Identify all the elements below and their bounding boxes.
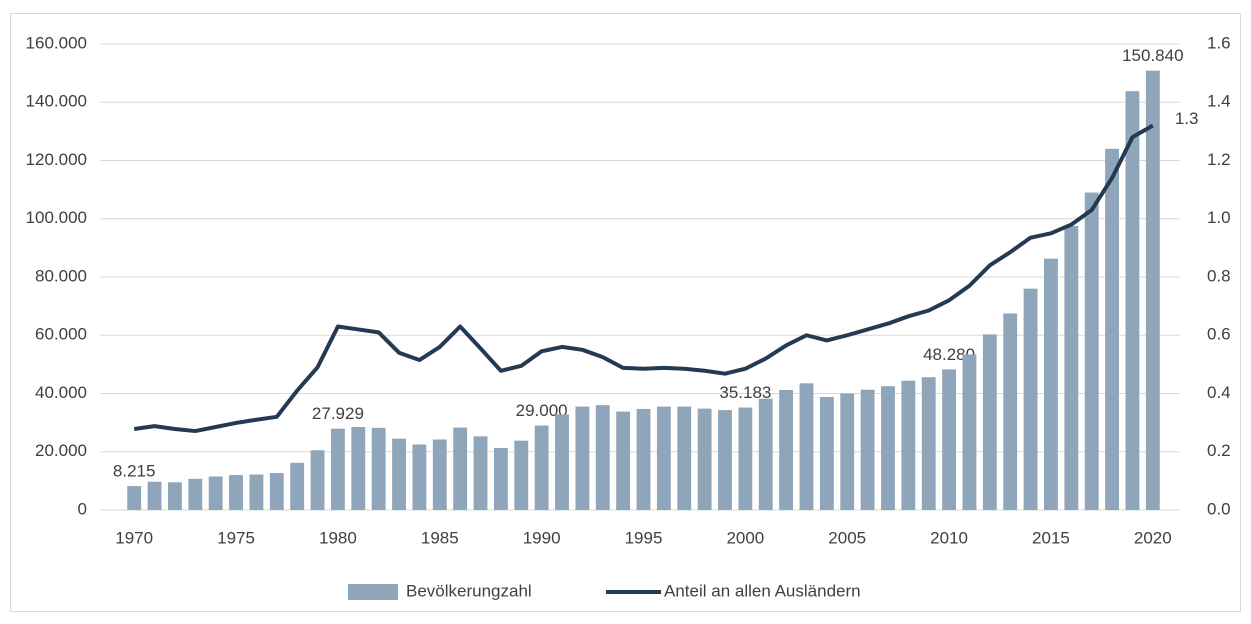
bar	[595, 405, 610, 510]
data-label: 48.280	[923, 345, 975, 364]
x-tick-label: 2005	[828, 528, 866, 547]
bar	[412, 444, 427, 510]
bar	[860, 389, 875, 510]
bar	[168, 482, 182, 510]
bar	[514, 440, 529, 510]
data-label: 35.183	[719, 383, 771, 402]
legend-swatch	[348, 584, 398, 600]
y-tick-label: 140.000	[26, 92, 87, 111]
x-tick-label: 2010	[930, 528, 968, 547]
bar	[718, 410, 732, 510]
x-tick-label: 1995	[625, 528, 663, 547]
bar	[819, 396, 834, 510]
y2-tick-label: 0.6	[1207, 325, 1231, 344]
x-tick-label: 1970	[115, 528, 153, 547]
bar	[881, 386, 895, 510]
bar	[290, 462, 305, 510]
y2-tick-label: 0.2	[1207, 441, 1231, 460]
bar	[1145, 70, 1160, 510]
bar	[636, 408, 651, 510]
bar	[1003, 313, 1018, 510]
bar	[453, 427, 468, 510]
y-tick-label: 0	[78, 499, 87, 518]
bar	[1064, 226, 1079, 510]
y-tick-label: 40.000	[35, 383, 87, 402]
data-label: 29.000	[516, 401, 568, 420]
bar	[229, 475, 243, 510]
y2-tick-label: 1.6	[1207, 33, 1231, 52]
bar	[555, 414, 569, 510]
bar	[799, 383, 814, 510]
bar	[575, 406, 590, 510]
data-label: 150.840	[1122, 46, 1183, 65]
data-label: 1.3	[1175, 109, 1199, 128]
bar	[1125, 91, 1140, 511]
bar	[840, 393, 855, 510]
bar	[371, 427, 386, 510]
y-tick-label: 20.000	[35, 441, 87, 460]
y2-tick-label: 0.0	[1207, 499, 1231, 518]
y-tick-label: 120.000	[26, 150, 87, 169]
y-tick-label: 60.000	[35, 325, 87, 344]
x-tick-label: 1990	[523, 528, 561, 547]
bar	[473, 436, 488, 510]
bar	[330, 428, 345, 510]
bar	[249, 474, 264, 510]
bar	[432, 439, 447, 510]
x-tick-label: 1980	[319, 528, 357, 547]
bar	[901, 380, 916, 510]
bar	[493, 447, 508, 510]
bar	[738, 407, 753, 510]
bar	[962, 354, 977, 510]
bar	[758, 398, 773, 510]
data-label: 8.215	[113, 462, 156, 481]
bar	[942, 369, 957, 510]
bar	[208, 476, 223, 510]
bar	[127, 486, 142, 510]
bar	[1044, 258, 1058, 510]
y-tick-label: 160.000	[26, 33, 87, 52]
bar	[1084, 192, 1099, 510]
x-tick-label: 1975	[217, 528, 255, 547]
bar	[697, 408, 712, 510]
bar	[188, 478, 203, 510]
x-tick-label: 2015	[1032, 528, 1070, 547]
bar	[147, 481, 162, 510]
x-tick-label: 2000	[726, 528, 764, 547]
bar	[656, 406, 671, 510]
y2-tick-label: 0.8	[1207, 266, 1231, 285]
legend-label: Anteil an allen Ausländern	[664, 581, 861, 600]
y-tick-label: 80.000	[35, 266, 87, 285]
bar	[921, 377, 936, 510]
bar	[982, 334, 997, 510]
bar	[392, 438, 406, 510]
y2-tick-label: 0.4	[1207, 383, 1231, 402]
line	[133, 123, 1154, 434]
y2-tick-label: 1.2	[1207, 150, 1231, 169]
y-tick-label: 100.000	[26, 208, 87, 227]
y2-tick-label: 1.4	[1207, 92, 1231, 111]
data-label: 27.929	[312, 404, 364, 423]
bar	[779, 390, 794, 510]
bar	[310, 450, 325, 510]
y2-tick-label: 1.0	[1207, 208, 1231, 227]
bar	[677, 406, 692, 510]
x-tick-label: 2020	[1134, 528, 1172, 547]
bar	[269, 473, 284, 510]
bar	[616, 411, 631, 510]
bar	[1105, 148, 1119, 510]
bar	[351, 426, 366, 510]
bar	[534, 425, 549, 510]
legend-label: Bevölkerungzahl	[406, 581, 532, 600]
x-tick-label: 1985	[421, 528, 459, 547]
bar	[1023, 288, 1038, 510]
